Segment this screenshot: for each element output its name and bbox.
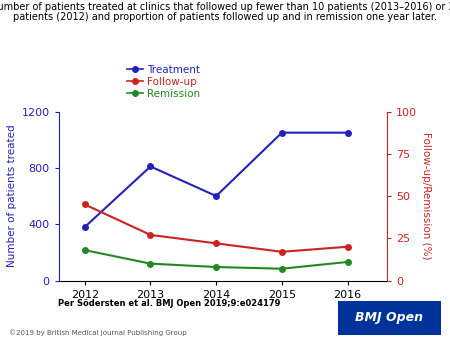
- Text: Per Södersten et al. BMJ Open 2019;9:e024179: Per Södersten et al. BMJ Open 2019;9:e02…: [58, 299, 281, 308]
- Y-axis label: Number of patients treated: Number of patients treated: [7, 125, 17, 267]
- Text: BMJ Open: BMJ Open: [355, 311, 423, 324]
- Text: patients (2012) and proportion of patients followed up and in remission one year: patients (2012) and proportion of patien…: [13, 12, 437, 22]
- Text: ©2019 by British Medical Journal Publishing Group: ©2019 by British Medical Journal Publish…: [9, 330, 187, 336]
- Y-axis label: Follow-up/Remission (%): Follow-up/Remission (%): [421, 132, 431, 260]
- Text: Number of patients treated at clinics that followed up fewer than 10 patients (2: Number of patients treated at clinics th…: [0, 2, 450, 12]
- Legend: Treatment, Follow-up, Remission: Treatment, Follow-up, Remission: [123, 61, 204, 103]
